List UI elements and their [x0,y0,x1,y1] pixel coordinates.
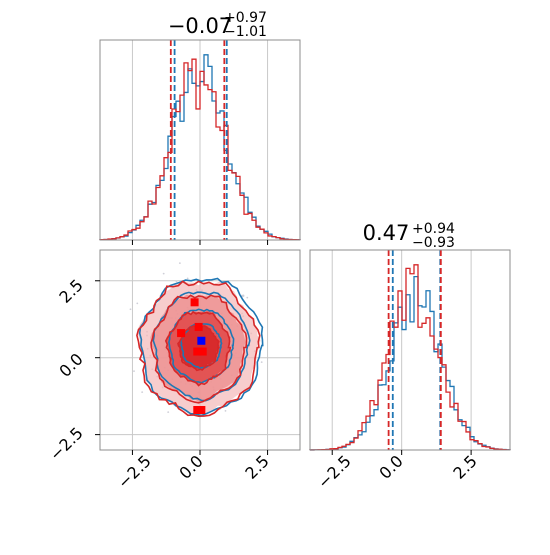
y-tick-label: 0.0 [55,349,86,380]
sample-point [246,296,249,299]
x-tick-label: 0.0 [375,451,406,482]
contour-run-b [177,324,221,372]
contour-run-b [164,310,232,387]
y-tick-label: 2.5 [55,275,86,306]
hist-p1-title: −0.07 [168,14,232,38]
hist-p2-panel [309,249,511,455]
sample-point [136,302,139,305]
density-fill [178,325,219,369]
sample-point [242,295,245,297]
marker-run-a [197,336,206,345]
contour-run-a [152,291,251,402]
sample-point [129,308,132,311]
contour-run-b [136,280,261,418]
histogram-run-b [309,264,511,451]
hist-p2-title-plus: +0.94 [412,221,455,237]
marker-run-b [197,406,206,414]
scatter-x-tick-labels: −2.5 0.0 2.5 [114,451,273,492]
sample-point [162,272,165,275]
histogram-run-b [99,58,301,241]
marker-run-b [198,347,207,356]
sample-point [186,277,189,280]
contour-run-a [138,277,264,417]
sample-point [141,391,144,394]
scatter-p1-p2-panel [95,249,301,455]
x-tick-label: 2.5 [241,451,272,482]
marker-run-b [177,329,186,338]
marker-run-b [193,406,202,414]
histogram-run-a [309,275,511,451]
hist-p1-title-plus: +0.97 [224,10,267,26]
x-tick-label: 2.5 [449,451,480,482]
sample-point [178,262,181,265]
x-tick-label: 0.0 [175,451,206,482]
hist-p2-title-minus: −0.93 [412,235,455,251]
contour-run-b [150,294,248,404]
panel-frame [309,249,511,451]
marker-run-b [194,322,203,331]
y-tick-label: −2.5 [46,423,87,464]
hist-p1-panel [99,39,301,245]
hist-p1-title-minus: −1.01 [224,24,267,40]
sample-point [175,280,178,283]
hist-p2-title: 0.47 [363,221,410,245]
x-tick-label: −2.5 [114,451,155,492]
sample-point [133,370,135,373]
sample-point [260,361,263,364]
sample-point [167,411,170,413]
sample-point [224,409,227,412]
marker-run-b [193,347,202,356]
marker-run-b [190,298,199,307]
hist-p2-x-tick-labels: −2.5 0.0 2.5 [314,451,481,492]
sample-point [241,294,243,297]
x-tick-label: −2.5 [314,451,355,492]
scatter-y-tick-labels: 2.5 0.0 −2.5 [46,275,87,464]
